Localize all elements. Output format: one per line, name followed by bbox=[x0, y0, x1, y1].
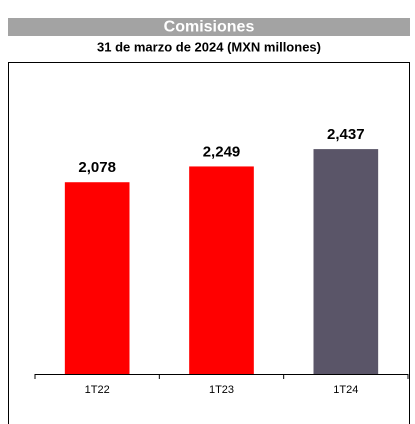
data-label: 2,437 bbox=[327, 126, 365, 143]
x-tick-label: 1T24 bbox=[333, 384, 358, 396]
title-bar bbox=[8, 18, 410, 36]
data-label: 2,078 bbox=[78, 159, 116, 176]
bar bbox=[64, 182, 130, 374]
x-tick-label: 1T23 bbox=[209, 384, 234, 396]
bar bbox=[189, 166, 254, 374]
chart-title: Comisiones bbox=[164, 19, 255, 36]
plot-frame bbox=[8, 62, 410, 424]
bar bbox=[313, 149, 379, 374]
x-tick-label: 1T22 bbox=[85, 384, 110, 396]
data-label: 2,249 bbox=[203, 143, 241, 160]
chart-subtitle: 31 de marzo de 2024 (MXN millones) bbox=[97, 39, 321, 54]
